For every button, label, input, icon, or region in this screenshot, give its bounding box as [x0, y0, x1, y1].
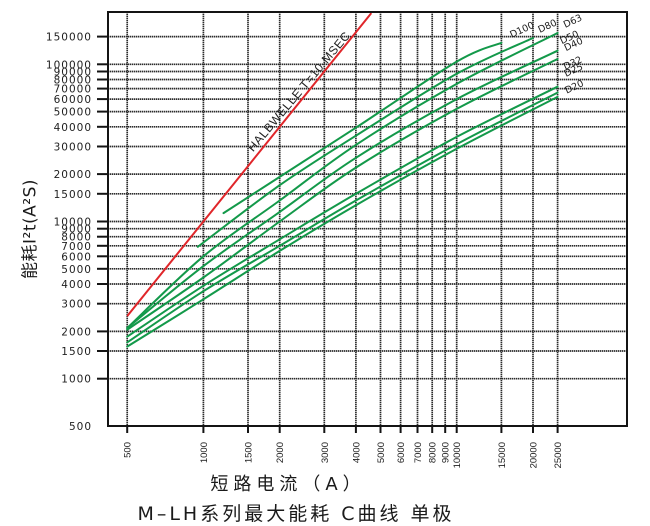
chart-title: M–LH系列最大能耗 C曲线 单极 [137, 503, 455, 525]
y-tick-label: 2000 [61, 326, 92, 338]
curve-label-d20: D20 [563, 78, 585, 96]
curve-d25 [126, 91, 559, 344]
y-tick-label: 7000 [61, 241, 92, 253]
plot-frame [107, 11, 628, 427]
y-tick-label: 20000 [54, 169, 92, 181]
curve-d100 [222, 41, 503, 215]
x-tick-label: 500 [123, 442, 134, 458]
y-tick-label: 15000 [54, 189, 92, 201]
x-tick-label: 2000 [275, 442, 286, 463]
x-tick-label: 8000 [428, 442, 439, 463]
y-tick-label: 1000 [61, 374, 92, 386]
x-tick-label: 10000 [452, 442, 463, 468]
curves [126, 12, 559, 348]
x-tick-label: 7000 [413, 442, 424, 463]
x-tick-label: 20000 [529, 442, 540, 468]
y-tick-label: 60000 [54, 94, 92, 106]
y-tick-label: 40000 [54, 122, 92, 134]
x-tick-label: 4000 [351, 442, 362, 463]
x-axis-title: 短路电流（A） [210, 474, 366, 495]
x-tick-label: 1500 [244, 442, 255, 463]
y-tick-label: 50000 [54, 107, 92, 119]
x-tick-label: 6000 [396, 442, 407, 463]
curve-d63 [126, 32, 559, 329]
x-tick-label: 5000 [376, 442, 387, 463]
reference-line-label: HALBWELLE T=10 MSEC [245, 29, 354, 155]
y-tick-label: 3000 [61, 299, 92, 311]
y-tick-label: 9000 [61, 224, 92, 236]
tick-labels: 5001000150020003000400050006000700080009… [46, 32, 564, 469]
y-tick-label: 8000 [61, 232, 92, 244]
curve-d40 [126, 58, 559, 331]
y-tick-label: 90000 [54, 67, 92, 79]
curve-d32 [126, 85, 559, 338]
x-tick-label: 15000 [497, 442, 508, 468]
y-tick-label: 100000 [46, 59, 92, 71]
curve-d20 [126, 95, 559, 348]
y-tick-label: 30000 [54, 142, 92, 154]
y-tick-label: 10000 [54, 217, 92, 229]
y-tick-label: 500 [69, 421, 92, 433]
y-tick-label: 1500 [61, 346, 92, 358]
y-tick-label: 6000 [61, 251, 92, 263]
x-tick-label: 9000 [441, 442, 452, 463]
y-tick-label: 70000 [54, 84, 92, 96]
y-tick-label: 5000 [61, 264, 92, 276]
halfwave-reference-line [126, 12, 373, 317]
x-tick-label: 3000 [320, 442, 331, 463]
y-axis-title: 能耗I²t(A²S) [20, 179, 41, 279]
curve-label-d63: D63 [562, 13, 584, 31]
curve-d50 [126, 49, 559, 329]
y-tick-label: 80000 [54, 75, 92, 87]
x-tick-label: 1000 [199, 442, 210, 463]
x-tick-label: 25000 [553, 442, 564, 468]
y-tick-label: 4000 [61, 279, 92, 291]
y-tick-label: 150000 [46, 32, 92, 44]
curve-d80 [196, 37, 534, 248]
gridlines [97, 12, 627, 433]
plot-frame-group [107, 11, 628, 427]
